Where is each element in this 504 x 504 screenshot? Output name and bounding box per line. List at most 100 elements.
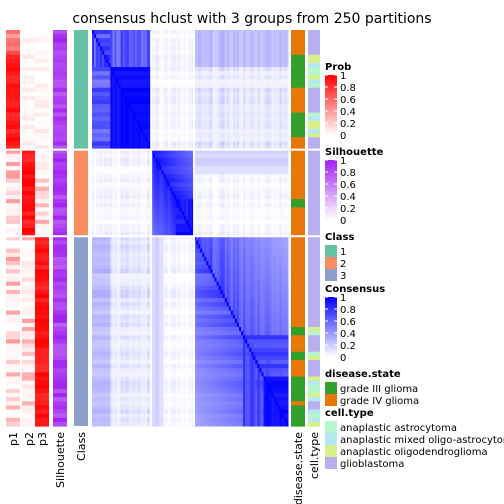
consensus-cell bbox=[116, 96, 120, 101]
consensus-cell bbox=[143, 203, 146, 208]
consensus-cell bbox=[259, 71, 262, 76]
consensus-cell bbox=[241, 145, 244, 151]
consensus-cell bbox=[128, 42, 132, 48]
consensus-cell bbox=[208, 207, 211, 213]
prob-cell bbox=[6, 318, 20, 324]
consensus-cell bbox=[173, 91, 177, 97]
consensus-cell bbox=[249, 67, 252, 72]
consensus-cell bbox=[259, 124, 262, 130]
consensus-cell bbox=[147, 178, 150, 184]
consensus-cell bbox=[214, 75, 218, 81]
consensus-cell bbox=[196, 63, 199, 68]
consensus-cell bbox=[141, 116, 144, 122]
consensus-cell bbox=[159, 91, 162, 97]
consensus-cell bbox=[136, 67, 140, 72]
consensus-cell bbox=[259, 79, 262, 85]
consensus-cell bbox=[177, 137, 181, 142]
consensus-cell bbox=[181, 145, 185, 151]
consensus-cell bbox=[157, 190, 160, 196]
consensus-cell bbox=[222, 145, 226, 151]
consensus-cell bbox=[214, 141, 218, 147]
prob-cell bbox=[6, 285, 20, 291]
consensus-cell bbox=[236, 145, 240, 151]
consensus-cell bbox=[114, 91, 117, 97]
consensus-cell bbox=[210, 79, 213, 85]
consensus-cell bbox=[118, 100, 122, 105]
consensus-cell bbox=[134, 199, 138, 204]
consensus-cell bbox=[175, 178, 179, 184]
consensus-cell bbox=[181, 63, 185, 68]
consensus-cell bbox=[265, 133, 269, 138]
consensus-cell bbox=[241, 149, 244, 155]
consensus-cell bbox=[116, 162, 120, 167]
consensus-cell bbox=[175, 58, 179, 64]
consensus-cell bbox=[100, 42, 103, 48]
consensus-cell bbox=[124, 54, 128, 60]
consensus-cell bbox=[177, 87, 181, 93]
consensus-cell bbox=[165, 182, 169, 188]
consensus-cell bbox=[134, 149, 138, 155]
consensus-cell bbox=[181, 190, 185, 196]
consensus-cell bbox=[147, 174, 150, 180]
consensus-cell bbox=[141, 46, 144, 52]
consensus-cell bbox=[104, 182, 107, 188]
silhouette-cell bbox=[53, 261, 67, 266]
consensus-cell bbox=[175, 145, 179, 151]
consensus-cell bbox=[130, 215, 134, 221]
consensus-cell bbox=[116, 211, 120, 217]
consensus-cell bbox=[269, 54, 273, 60]
consensus-cell bbox=[157, 46, 160, 52]
consensus-cell bbox=[128, 46, 132, 52]
consensus-cell bbox=[275, 219, 279, 225]
consensus-cell bbox=[212, 170, 215, 175]
consensus-cell bbox=[145, 108, 148, 114]
prob-cell bbox=[35, 269, 49, 274]
consensus-cell bbox=[275, 178, 279, 184]
consensus-cell bbox=[145, 87, 148, 93]
consensus-cell bbox=[214, 67, 218, 72]
consensus-cell bbox=[232, 112, 236, 118]
consensus-cell bbox=[110, 83, 113, 89]
consensus-cell bbox=[251, 190, 254, 196]
consensus-cell bbox=[271, 50, 275, 56]
consensus-cell bbox=[255, 129, 258, 134]
consensus-cell bbox=[253, 178, 256, 184]
consensus-cell bbox=[232, 162, 236, 167]
consensus-cell bbox=[173, 157, 177, 163]
consensus-cell bbox=[196, 133, 199, 138]
consensus-cell bbox=[92, 124, 95, 130]
prob-column-p1 bbox=[6, 30, 20, 427]
consensus-cell bbox=[253, 104, 256, 109]
consensus-cell bbox=[108, 166, 111, 171]
consensus-cell bbox=[253, 38, 256, 43]
consensus-cell bbox=[173, 223, 177, 229]
consensus-cell bbox=[216, 30, 220, 35]
silhouette-cell bbox=[53, 343, 67, 349]
prob-cell bbox=[35, 190, 49, 196]
consensus-cell bbox=[130, 96, 134, 101]
consensus-cell bbox=[161, 211, 164, 217]
consensus-cell bbox=[218, 145, 222, 151]
consensus-cell bbox=[102, 75, 105, 81]
consensus-cell bbox=[104, 153, 107, 159]
consensus-cell bbox=[110, 71, 113, 76]
consensus-cell bbox=[206, 71, 209, 76]
consensus-cell bbox=[239, 87, 242, 93]
consensus-cell bbox=[243, 215, 246, 221]
consensus-cell bbox=[147, 170, 150, 175]
consensus-cell bbox=[159, 199, 162, 204]
consensus-cell bbox=[104, 50, 107, 56]
consensus-cell bbox=[175, 75, 179, 81]
consensus-cell bbox=[118, 219, 122, 225]
consensus-cell bbox=[243, 75, 246, 81]
prob-cell bbox=[35, 351, 49, 357]
consensus-cell bbox=[247, 50, 250, 56]
consensus-cell bbox=[285, 71, 289, 76]
consensus-cell bbox=[96, 141, 99, 147]
silhouette-cell bbox=[53, 322, 67, 328]
consensus-cell bbox=[136, 91, 140, 97]
consensus-cell bbox=[230, 54, 234, 60]
consensus-cell bbox=[243, 145, 246, 151]
consensus-cell bbox=[141, 178, 144, 184]
prob-cell bbox=[6, 30, 20, 35]
